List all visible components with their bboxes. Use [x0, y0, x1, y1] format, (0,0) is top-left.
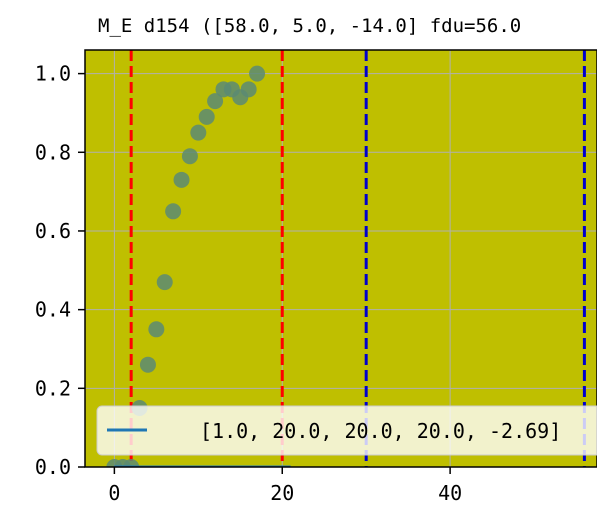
chart-title: M_E d154 ([58.0, 5.0, -14.0] fdu=56.0	[98, 15, 521, 37]
data-point	[156, 274, 173, 291]
x-tick-label: 40	[438, 481, 462, 505]
y-tick-label: 0.2	[35, 376, 71, 400]
data-point	[123, 459, 140, 467]
legend: [1.0, 20.0, 20.0, 20.0, -2.69]	[96, 405, 597, 456]
x-tick-label: 20	[270, 481, 294, 505]
x-tick-label: 0	[108, 481, 120, 505]
legend-label: [1.0, 20.0, 20.0, 20.0, -2.69]	[200, 419, 561, 443]
axes-frame	[84, 49, 597, 468]
y-tick-label: 0.8	[35, 140, 71, 164]
data-point	[240, 81, 257, 98]
y-tick-label: 1.0	[35, 62, 71, 86]
data-point	[139, 356, 156, 373]
data-series	[106, 65, 291, 467]
data-point	[249, 65, 266, 82]
data-point	[198, 108, 215, 125]
vertical-lines	[129, 50, 586, 467]
data-point	[165, 203, 182, 220]
data-point	[173, 171, 190, 188]
data-point	[181, 148, 198, 165]
y-tick-label: 0.0	[35, 455, 71, 479]
plot-area	[85, 50, 597, 467]
legend-box	[96, 405, 597, 456]
y-tick-label: 0.6	[35, 219, 71, 243]
data-point	[190, 124, 207, 141]
y-tick-label: 0.4	[35, 298, 71, 322]
axes: 0 20 40 0.0 0.2 0.4 0.6 0.8 1.0	[35, 49, 597, 505]
data-point	[207, 93, 224, 110]
data-point	[148, 321, 165, 338]
